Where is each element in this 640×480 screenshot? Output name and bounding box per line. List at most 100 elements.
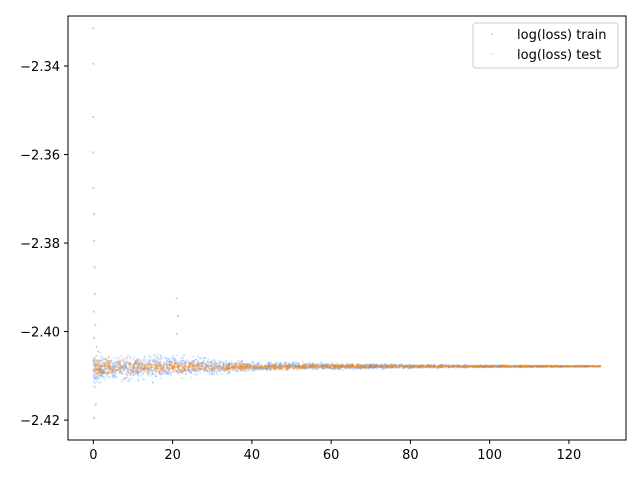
data-point	[415, 366, 418, 369]
data-point	[101, 371, 104, 374]
data-point	[92, 372, 95, 375]
data-point	[263, 367, 266, 370]
data-point	[409, 365, 412, 368]
data-point	[260, 367, 263, 370]
data-point	[386, 365, 389, 368]
data-point	[356, 365, 359, 368]
data-point	[111, 365, 114, 368]
data-point	[237, 364, 241, 367]
data-point	[412, 365, 415, 368]
data-point	[241, 368, 244, 371]
data-point	[257, 368, 260, 371]
data-point	[99, 370, 102, 373]
data-point	[491, 364, 494, 367]
data-point	[295, 361, 298, 364]
data-point	[585, 365, 588, 368]
data-point	[241, 361, 244, 364]
y-tick-label: −2.40	[20, 326, 60, 341]
data-point	[419, 364, 422, 367]
data-point	[375, 365, 378, 368]
data-point	[334, 363, 337, 366]
data-point	[128, 379, 131, 382]
data-point	[580, 364, 583, 367]
data-point	[291, 364, 295, 368]
data-point	[171, 367, 174, 370]
data-point	[94, 356, 97, 359]
data-point	[413, 364, 416, 367]
data-point	[456, 365, 459, 368]
data-point	[149, 358, 152, 362]
x-tick-label: 0	[89, 448, 97, 463]
data-point	[467, 366, 470, 369]
data-point	[176, 370, 179, 373]
data-point	[213, 363, 216, 366]
data-point	[474, 364, 477, 367]
data-point	[109, 362, 112, 365]
data-point	[579, 365, 582, 368]
data-point	[437, 366, 440, 369]
data-point	[207, 360, 210, 363]
legend: log(loss) train log(loss) test	[472, 22, 619, 69]
data-point	[251, 360, 254, 363]
data-point	[556, 365, 559, 368]
data-point	[102, 372, 105, 375]
data-point	[589, 365, 592, 368]
data-point	[402, 365, 405, 368]
data-point	[128, 378, 131, 381]
data-point	[143, 366, 146, 369]
data-point	[92, 186, 95, 189]
data-point	[410, 367, 413, 370]
data-point	[275, 364, 278, 367]
data-point	[508, 365, 511, 368]
data-point	[160, 357, 163, 360]
data-point	[402, 365, 405, 368]
data-point	[578, 365, 581, 368]
data-point	[585, 365, 588, 368]
data-point	[416, 365, 419, 368]
data-point	[574, 365, 577, 368]
data-point	[167, 372, 170, 375]
data-point	[215, 366, 218, 369]
data-point	[181, 356, 184, 359]
data-point	[202, 359, 205, 362]
data-point	[210, 370, 213, 373]
data-point	[455, 365, 458, 368]
data-point	[191, 355, 194, 358]
data-point	[148, 370, 152, 373]
data-point	[288, 362, 291, 365]
data-point	[415, 364, 418, 367]
data-point	[551, 365, 554, 368]
data-point	[567, 365, 570, 368]
data-point	[260, 364, 263, 367]
data-point	[95, 359, 98, 363]
data-point	[373, 367, 376, 370]
data-point	[285, 361, 288, 364]
data-point	[546, 365, 549, 368]
data-point	[233, 365, 236, 368]
data-point	[92, 213, 95, 216]
data-point	[228, 370, 231, 373]
data-point	[93, 382, 96, 385]
data-point	[251, 361, 254, 364]
data-point	[226, 364, 229, 367]
data-point	[274, 365, 276, 368]
data-point	[374, 365, 377, 368]
data-point	[378, 364, 381, 367]
data-point	[184, 367, 187, 370]
data-point	[351, 364, 354, 367]
data-point	[123, 376, 127, 380]
data-point	[320, 367, 323, 370]
data-point	[257, 366, 260, 369]
data-point	[111, 376, 114, 379]
data-point	[478, 365, 481, 368]
data-point	[435, 367, 438, 370]
data-point	[129, 369, 132, 372]
data-point	[307, 365, 310, 368]
data-point	[408, 366, 411, 369]
data-point	[97, 370, 100, 373]
data-point	[113, 374, 116, 377]
data-point	[433, 363, 436, 366]
data-point	[137, 363, 140, 366]
data-point	[126, 376, 129, 379]
data-point	[373, 365, 376, 368]
